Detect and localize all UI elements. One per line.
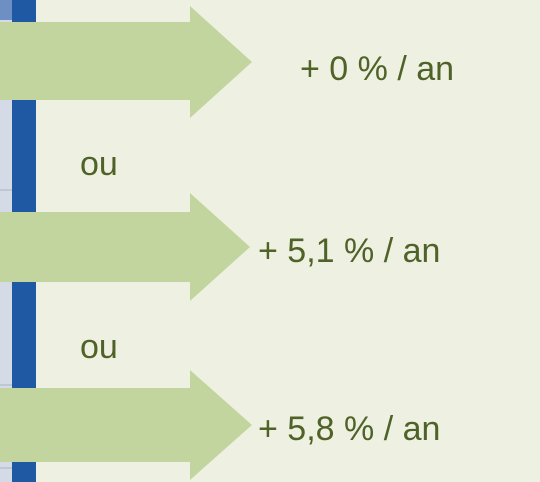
panel-cell <box>0 0 12 20</box>
separator: ou <box>80 328 118 366</box>
arrow <box>0 193 250 301</box>
separator: ou <box>80 145 118 183</box>
rate-label: + 0 % / an <box>300 50 454 88</box>
arrow <box>0 6 252 118</box>
arrow <box>0 370 252 480</box>
rate-label: + 5,8 % / an <box>258 410 440 448</box>
rate-label: + 5,1 % / an <box>258 232 440 270</box>
